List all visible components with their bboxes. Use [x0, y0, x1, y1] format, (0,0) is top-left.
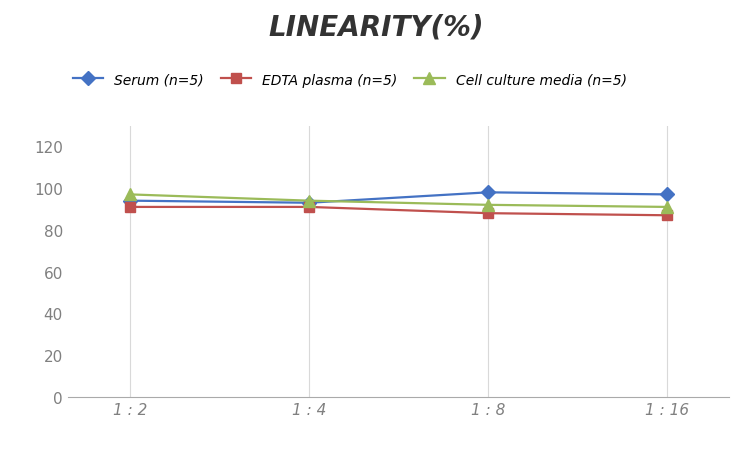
- Cell culture media (n=5): [484, 202, 493, 208]
- Legend: Serum (n=5), EDTA plasma (n=5), Cell culture media (n=5): Serum (n=5), EDTA plasma (n=5), Cell cul…: [67, 68, 632, 93]
- Cell culture media (n=5): [305, 198, 314, 204]
- Serum (n=5): [126, 198, 135, 204]
- EDTA plasma (n=5): [484, 211, 493, 216]
- Serum (n=5): [484, 190, 493, 196]
- EDTA plasma (n=5): [663, 213, 672, 218]
- Serum (n=5): [305, 201, 314, 206]
- Cell culture media (n=5): [663, 205, 672, 210]
- EDTA plasma (n=5): [305, 205, 314, 210]
- Line: Serum (n=5): Serum (n=5): [126, 188, 672, 208]
- Cell culture media (n=5): [126, 192, 135, 198]
- EDTA plasma (n=5): [126, 205, 135, 210]
- Line: Cell culture media (n=5): Cell culture media (n=5): [125, 189, 672, 213]
- Line: EDTA plasma (n=5): EDTA plasma (n=5): [126, 202, 672, 221]
- Serum (n=5): [663, 192, 672, 198]
- Text: LINEARITY(%): LINEARITY(%): [268, 14, 484, 41]
